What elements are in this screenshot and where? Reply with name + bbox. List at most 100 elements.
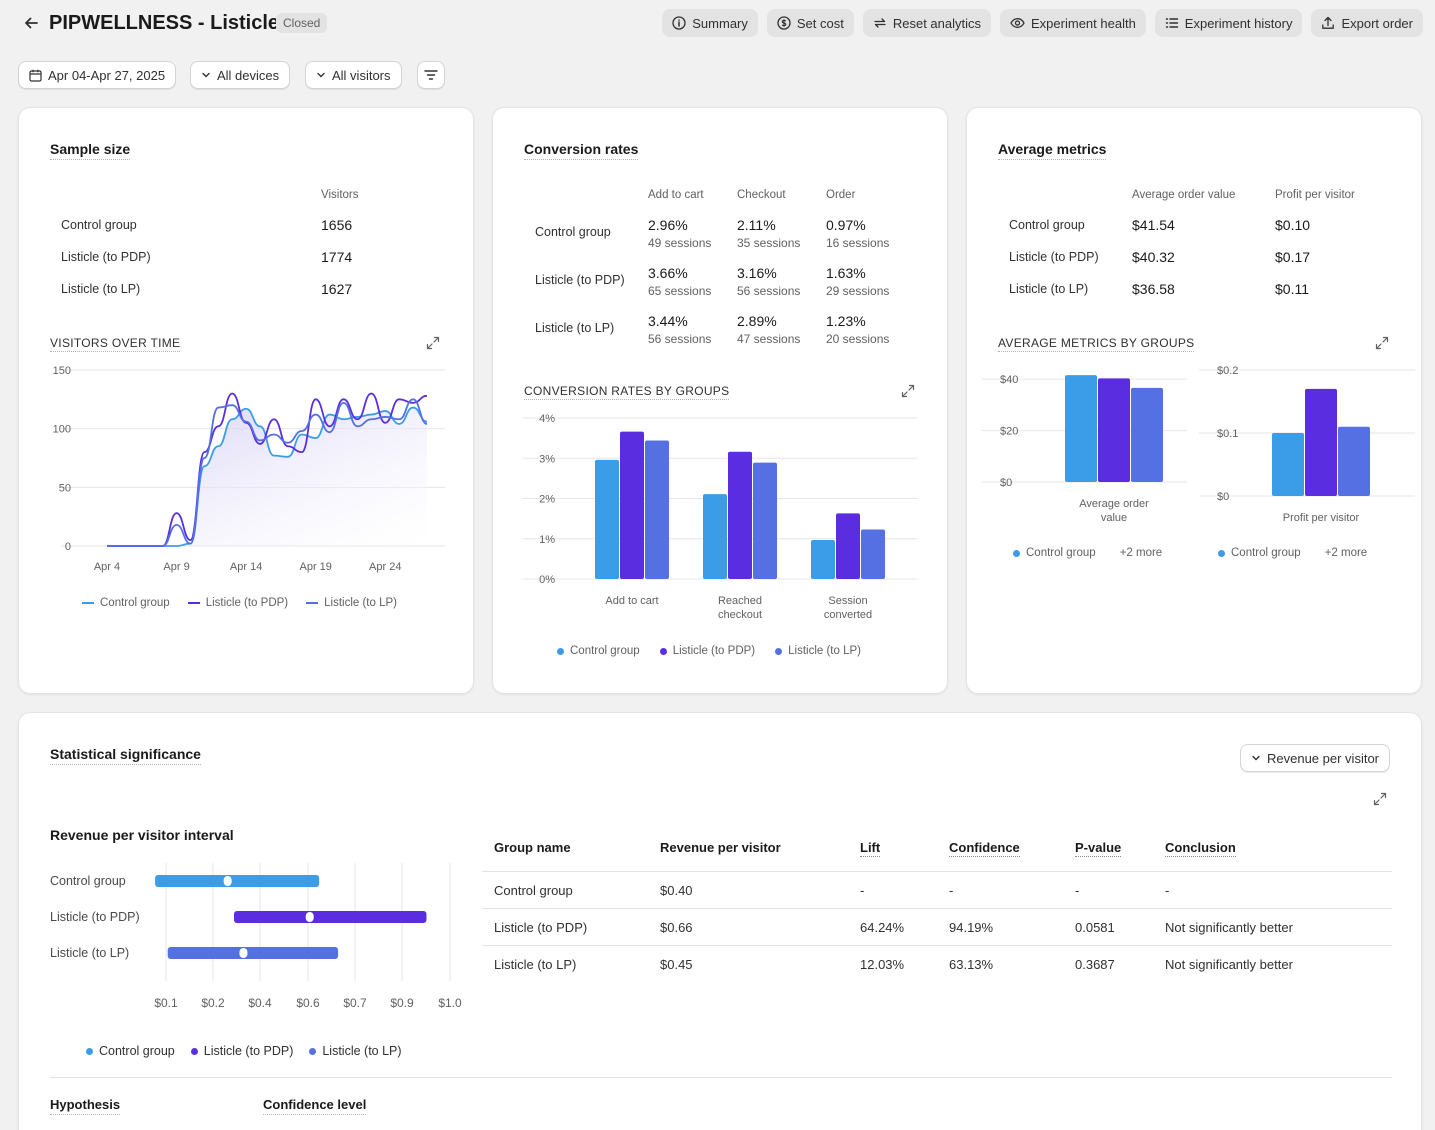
y-tick-label: 0 [65, 541, 71, 553]
conversion-sessions-value: 65 sessions [648, 284, 712, 298]
sample-row-value: 1774 [321, 249, 353, 265]
legend-swatch [1013, 549, 1020, 557]
conversion-sessions-value: 56 sessions [737, 284, 801, 298]
legend-more[interactable]: +2 more [1120, 547, 1163, 559]
conversion-rate-value: 2.96% [648, 217, 688, 233]
filter-button[interactable] [417, 61, 445, 89]
y-tick-label: $0.1 [1217, 428, 1238, 440]
table-cell: 0.0581 [1075, 920, 1115, 935]
table-cell: 94.19% [949, 920, 994, 935]
bar [1305, 388, 1337, 496]
legend-swatch [309, 1047, 317, 1055]
sample-size-title: Sample size [50, 141, 131, 160]
set-cost-button[interactable]: Set cost [766, 9, 854, 37]
experiment-health-label: Experiment health [1031, 15, 1136, 31]
x-tick-label: Apr 9 [163, 561, 189, 573]
x-tick-label: Reached checkout [718, 595, 762, 621]
table-cell: Listicle (to PDP) [494, 920, 588, 935]
legend-label: Control group [1026, 547, 1096, 559]
legend-item: Control group [86, 1044, 175, 1058]
aov-value: $40.32 [1132, 249, 1175, 265]
table-cell: - [949, 883, 954, 898]
bar [728, 451, 752, 579]
legend-label: Listicle (to PDP) [203, 1044, 294, 1058]
summary-label: Summary [692, 15, 748, 31]
average-row-label: Control group [1009, 218, 1085, 232]
back-button[interactable] [22, 14, 40, 32]
x-tick-label: Apr 19 [299, 561, 331, 573]
bar [861, 529, 885, 579]
visitors-filter[interactable]: All visitors [305, 61, 402, 89]
legend-more-label: +2 more [1324, 547, 1368, 559]
conversion-sessions-value: 47 sessions [737, 332, 801, 346]
sample-row-label: Listicle (to PDP) [61, 250, 151, 264]
export-order-button[interactable]: Export order [1311, 9, 1423, 37]
legend-swatch [190, 1047, 198, 1055]
legend-label: Control group [1231, 547, 1301, 559]
average-row-label: Listicle (to PDP) [1009, 250, 1099, 264]
header-actions: Summary Set cost Reset analytics Experim… [662, 9, 1423, 37]
visitors-over-time-title: VISITORS OVER TIME [50, 336, 181, 352]
legend-more[interactable]: +2 more [1325, 547, 1368, 559]
y-tick-label: 150 [53, 365, 71, 377]
metric-select-label: Revenue per visitor [1267, 750, 1379, 766]
conversion-bar-chart: 0% 1% 2% 3% 4% Add to cart Reached checkout Sess… [523, 413, 917, 621]
sample-row-value: 1627 [321, 281, 353, 297]
legend-item: Listicle (to PDP) [187, 597, 288, 609]
y-tick-label: 2% [539, 494, 555, 506]
legend-swatch [1218, 549, 1225, 557]
bar [595, 459, 619, 579]
status-badge: Closed [276, 13, 328, 33]
expand-button[interactable] [1375, 336, 1389, 350]
conversion-sessions-value: 29 sessions [826, 284, 890, 298]
legend-label: Listicle (to PDP) [672, 645, 756, 657]
devices-filter[interactable]: All devices [190, 61, 291, 89]
legend-swatch [187, 602, 200, 604]
x-tick-label: Session converted [824, 595, 872, 621]
y-tick-label: 50 [59, 482, 71, 494]
interval-point [239, 948, 248, 958]
aov-value: $41.54 [1132, 217, 1175, 233]
conversion-rate-value: 0.97% [826, 217, 866, 233]
conversion-chart-legend: Control group Listicle (to PDP) Listicle… [557, 645, 861, 657]
list-icon [1165, 18, 1178, 28]
bar [753, 462, 777, 579]
date-range-picker[interactable]: Apr 04-Apr 27, 2025 [18, 61, 177, 89]
summary-button[interactable]: Summary [662, 9, 758, 37]
x-tick-label: Apr 24 [369, 561, 401, 573]
y-tick-label: 0% [539, 574, 555, 586]
expand-button[interactable] [1373, 792, 1387, 806]
legend-swatch [86, 1047, 93, 1055]
divider [482, 871, 1392, 872]
aov-bar-chart: $0 $20 $40 Average order value [982, 374, 1187, 524]
ppv-bar-chart: $0 $0.1 $0.2 Profit per visitor [1199, 365, 1415, 524]
conversion-sessions-value: 49 sessions [648, 236, 712, 250]
interval-row-label: Listicle (to LP) [50, 946, 129, 960]
area-fill [107, 407, 427, 546]
legend-item: Control group [1013, 547, 1096, 559]
expand-button[interactable] [426, 336, 440, 350]
experiment-history-button[interactable]: Experiment history [1154, 9, 1303, 37]
legend-swatch [659, 647, 667, 655]
conversion-sessions-value: 56 sessions [648, 332, 712, 346]
average-metrics-title: Average metrics [998, 141, 1107, 160]
bar [1098, 378, 1130, 482]
legend-label: Listicle (to LP) [324, 597, 397, 609]
reset-analytics-button[interactable]: Reset analytics [862, 9, 992, 37]
significance-title: Statistical significance [50, 746, 201, 765]
table-header-cell: Lift [860, 840, 881, 857]
chevron-down-icon [202, 72, 210, 78]
metric-select[interactable]: Revenue per visitor [1240, 744, 1390, 772]
legend-item: Listicle (to LP) [306, 597, 397, 609]
legend-swatch [557, 647, 564, 655]
divider [482, 908, 1392, 909]
eye-icon [1010, 18, 1025, 28]
conversion-rates-title: Conversion rates [524, 141, 639, 160]
experiment-health-button[interactable]: Experiment health [1000, 9, 1146, 37]
expand-button[interactable] [901, 384, 915, 398]
divider [482, 945, 1392, 946]
x-tick-label: $0.7 [343, 996, 367, 1010]
bar [811, 539, 835, 579]
bar [620, 431, 644, 579]
confidence-level-label: Confidence level [263, 1097, 367, 1115]
